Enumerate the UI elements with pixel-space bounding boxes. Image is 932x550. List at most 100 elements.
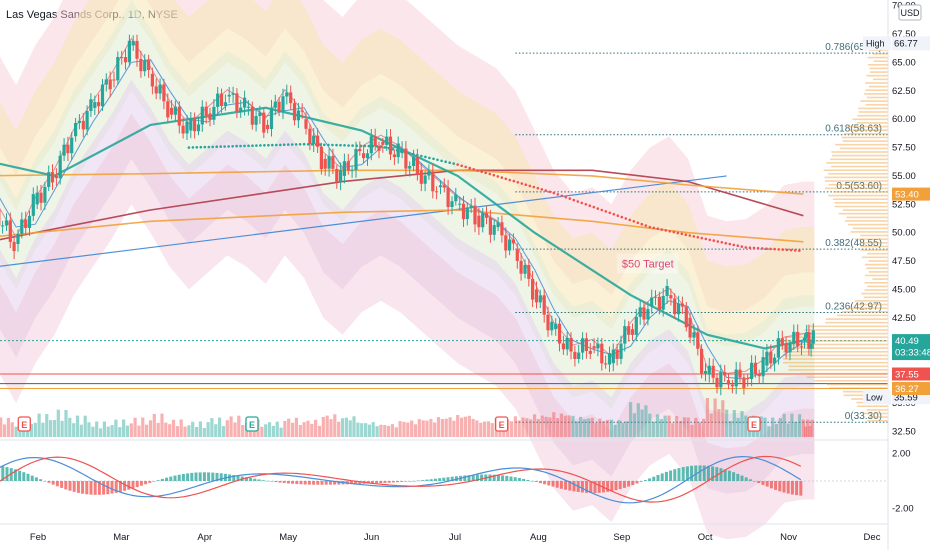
candle-body: [692, 332, 696, 338]
psar-dot: [572, 198, 576, 202]
volume-bar: [678, 420, 683, 437]
candle-body: [784, 343, 788, 353]
candle-body: [458, 203, 462, 205]
psar-dot: [548, 190, 552, 194]
candle-body: [419, 170, 423, 184]
volume-bar: [298, 425, 302, 437]
oscillator-histogram-bar: [534, 481, 538, 482]
date-axis-tick: Mar: [113, 532, 129, 543]
volume-profile-bar: [836, 314, 888, 317]
oscillator-histogram-bar: [631, 481, 635, 485]
candle-body: [577, 352, 581, 359]
upper-band-yellow: [0, 0, 815, 347]
candle-body: [277, 101, 281, 112]
psar-dot: [568, 197, 572, 200]
volume-bar: [221, 426, 226, 437]
price-tag-last: 40.49: [895, 336, 919, 347]
candle-body: [377, 146, 381, 151]
candle-body: [404, 148, 408, 169]
candle-body: [158, 84, 162, 94]
volume-profile-bar: [864, 289, 888, 291]
candle-body: [515, 249, 519, 261]
candle-body: [511, 239, 515, 244]
candle-body: [97, 102, 101, 107]
oscillator-histogram-bar: [522, 478, 526, 481]
upper-band-pink: [0, 0, 815, 313]
candle-body: [802, 337, 807, 341]
psar-dot: [267, 143, 270, 147]
volume-bar: [75, 415, 80, 437]
psar-dot: [456, 163, 460, 166]
candle-body: [373, 136, 377, 147]
candle-body: [438, 185, 443, 188]
psar-dot: [672, 230, 676, 234]
oscillator-histogram-bar: [669, 470, 673, 481]
psar-dot: [468, 166, 472, 170]
oscillator-histogram-bar: [719, 468, 723, 481]
volume-profile-bar: [846, 307, 888, 309]
psar-dot: [600, 208, 604, 212]
oscillator-histogram-bar: [610, 481, 614, 492]
volume-bar: [625, 421, 629, 437]
candle-body: [773, 357, 777, 364]
psar-dot: [255, 144, 258, 147]
volume-profile-bar: [814, 380, 888, 382]
volume-bar: [394, 427, 398, 437]
psar-dot: [440, 159, 443, 163]
psar-dot: [720, 241, 724, 244]
candle-body: [24, 219, 28, 228]
volume-bar: [329, 419, 333, 437]
psar-dot: [692, 235, 696, 238]
volume-bar: [602, 421, 606, 437]
volume-bar: [164, 422, 168, 437]
oscillator-histogram-bar: [13, 469, 17, 481]
psar-dot: [383, 146, 387, 149]
oscillator-histogram-bar: [421, 480, 425, 481]
oscillator-histogram-bar: [118, 481, 122, 492]
volume-bar: [513, 416, 517, 437]
oscillator-histogram-bar: [76, 481, 80, 493]
volume-profile-bar: [839, 147, 888, 150]
candle-body: [27, 215, 32, 228]
volume-bar: [448, 417, 452, 437]
oscillator-histogram-bar: [694, 465, 698, 481]
volume-bar: [45, 414, 49, 437]
oscillator-histogram-bar: [559, 481, 563, 489]
volume-profile-bar: [864, 282, 888, 284]
earnings-marker[interactable]: [747, 416, 761, 432]
oscillator-histogram-bar: [127, 481, 131, 490]
earnings-marker[interactable]: [494, 416, 509, 432]
oscillator-histogram-bar: [417, 480, 421, 482]
volume-bar: [125, 425, 129, 437]
volume-bar: [786, 423, 790, 437]
volume-bar: [663, 415, 667, 437]
oscillator-histogram-bar: [782, 481, 786, 493]
oscillator-histogram-bar: [425, 479, 429, 481]
date-axis-tick: Sep: [613, 532, 630, 543]
candle-body: [300, 110, 304, 112]
candle-body: [304, 119, 308, 129]
oscillator-histogram-bar: [471, 474, 475, 481]
candle-body: [508, 239, 512, 251]
candle-body: [254, 116, 258, 125]
oscillator-histogram-bar: [51, 481, 55, 485]
volume-bar: [702, 418, 706, 437]
earnings-marker[interactable]: [17, 416, 31, 432]
psar-dot: [247, 144, 250, 148]
earnings-marker[interactable]: [245, 416, 259, 432]
psar-dot: [564, 195, 568, 199]
candle-body: [362, 153, 366, 159]
psar-dot: [676, 231, 680, 235]
volume-profile-bar: [866, 74, 888, 77]
oscillator-histogram-bar: [194, 472, 198, 481]
oscillator-histogram-bar: [202, 472, 206, 481]
psar-dot: [512, 179, 516, 183]
candle-body: [657, 296, 661, 310]
psar-dot: [464, 165, 468, 169]
currency-badge[interactable]: [898, 4, 922, 21]
oscillator-histogram-bar: [375, 481, 379, 484]
volume-profile-bar: [866, 420, 888, 422]
volume-bar: [6, 418, 10, 437]
oscillator-histogram-bar: [190, 472, 194, 481]
